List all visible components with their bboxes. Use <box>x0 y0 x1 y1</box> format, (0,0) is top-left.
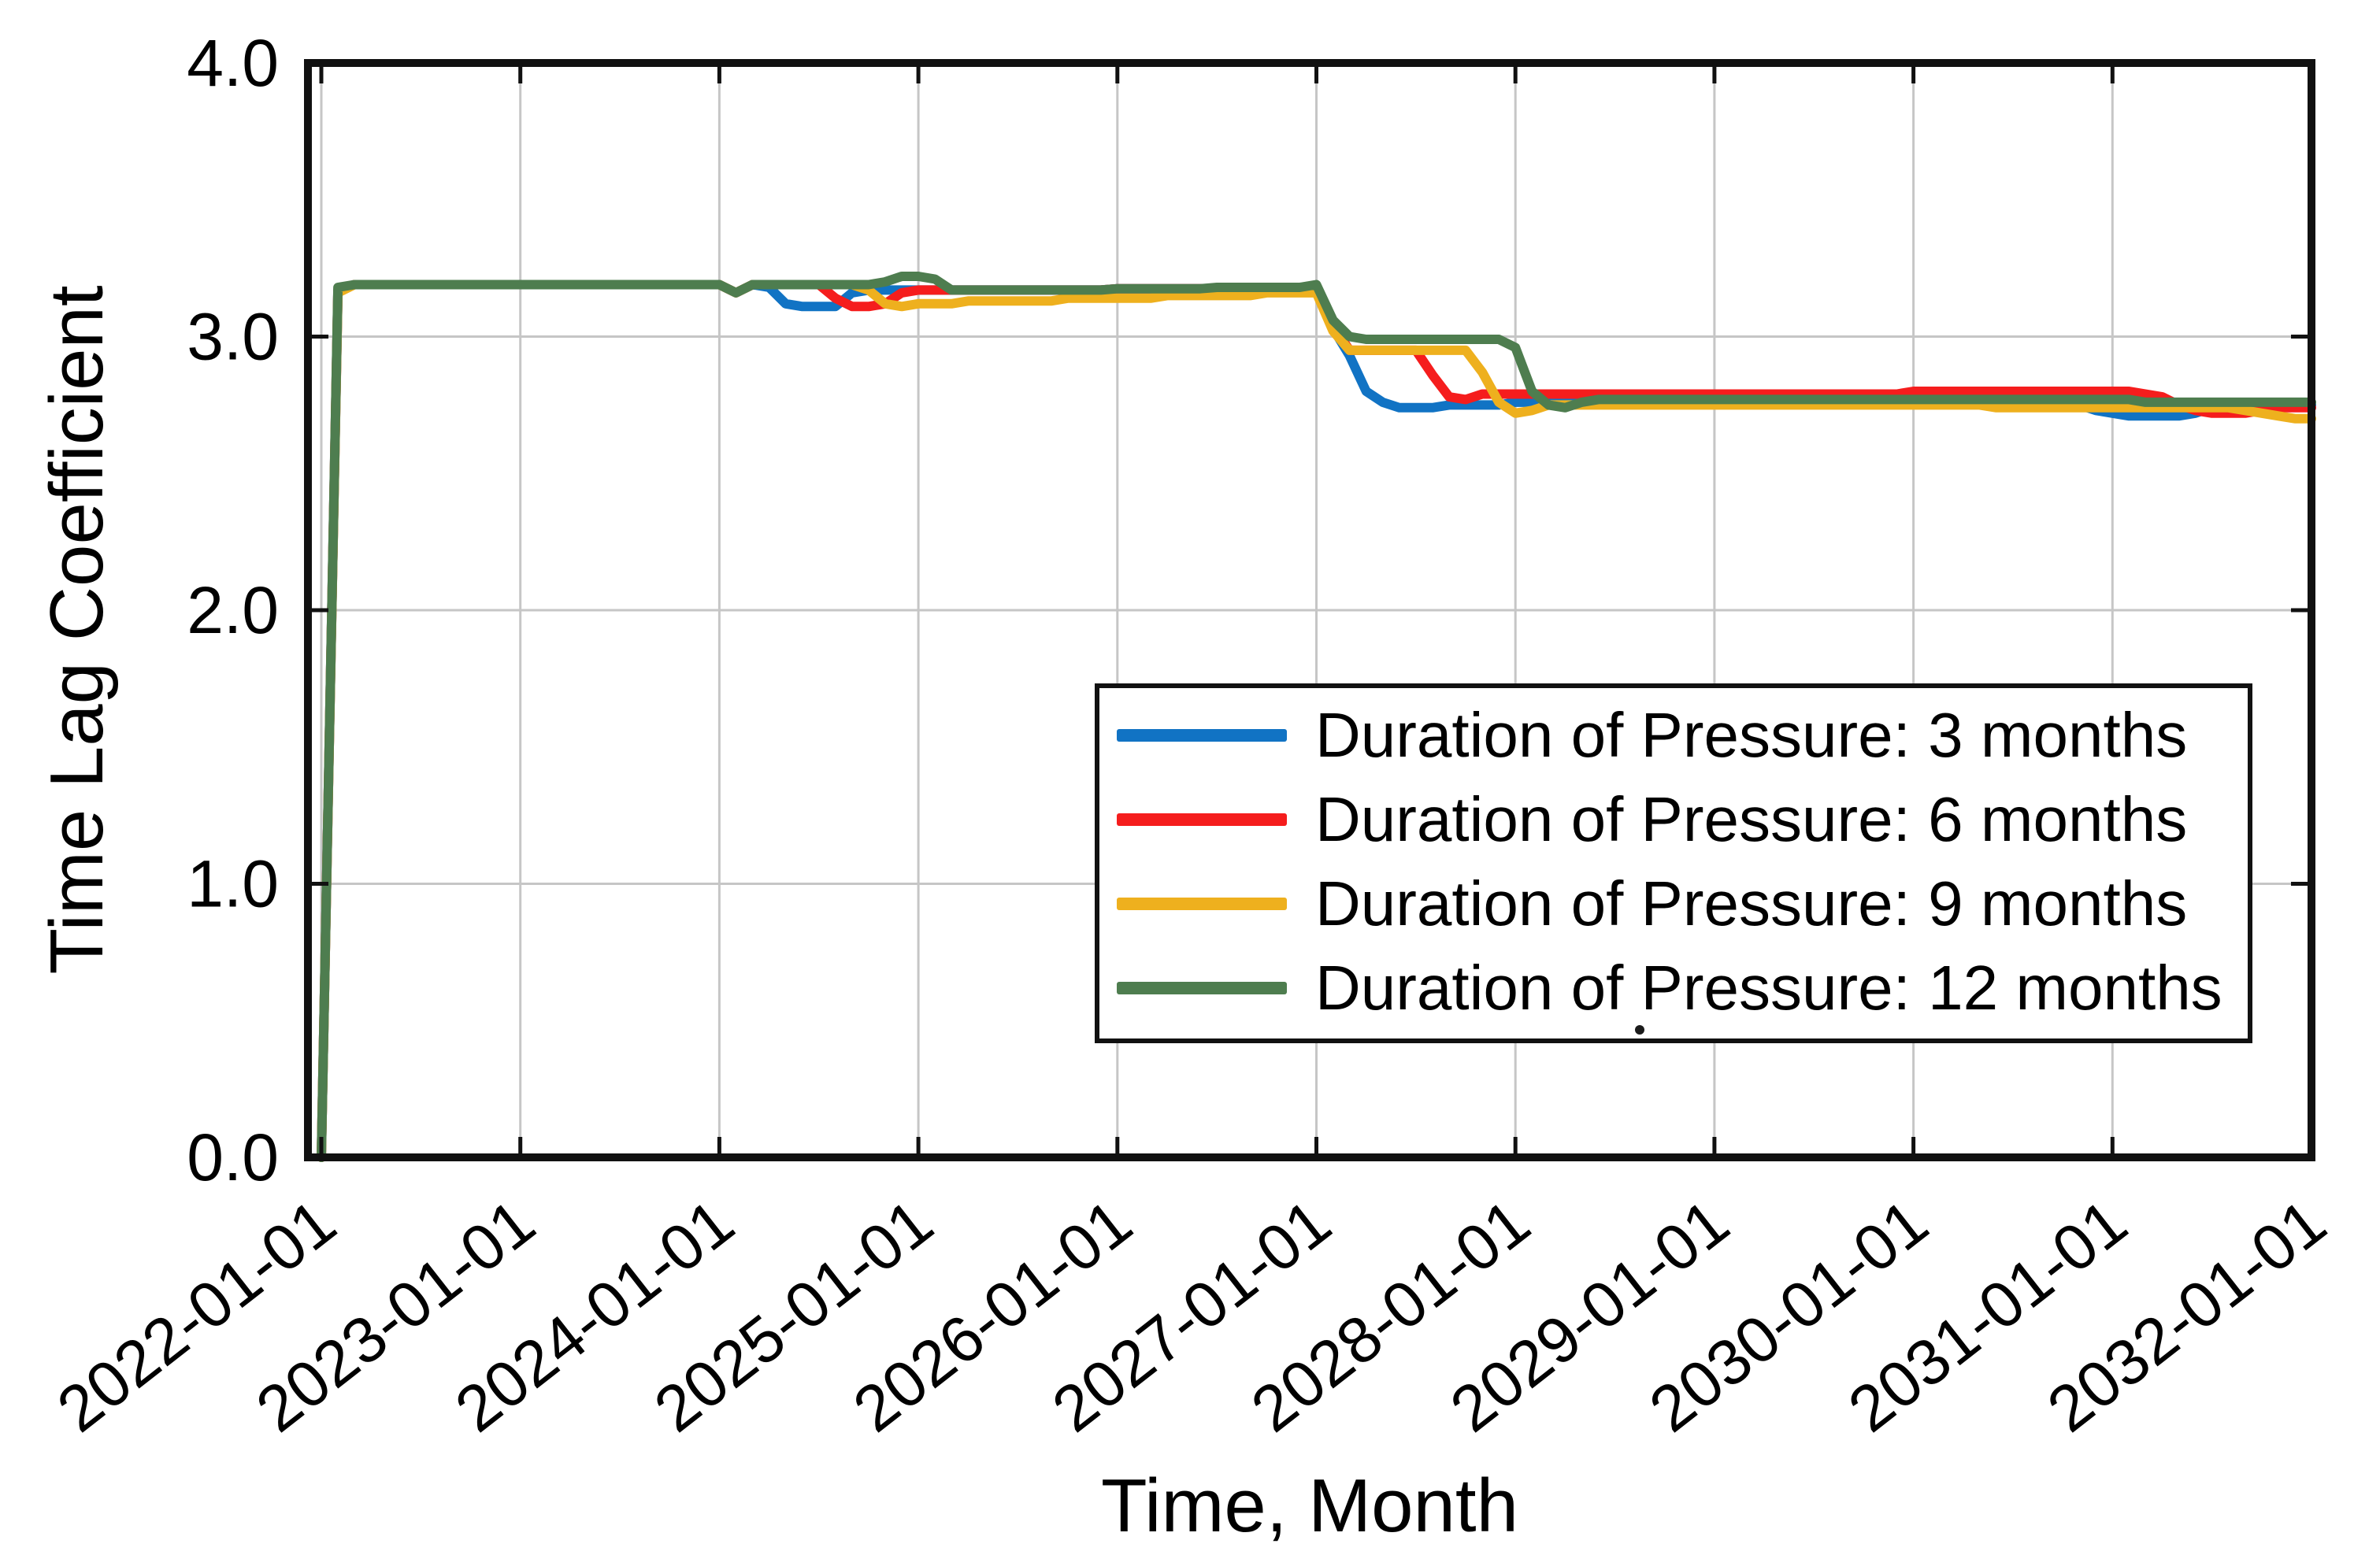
legend-label: Duration of Pressure: 12 months <box>1315 953 2222 1023</box>
series-lines <box>317 272 2316 1162</box>
legend: Duration of Pressure: 3 months Duration o… <box>1095 683 2252 1043</box>
legend-swatch <box>1117 982 1287 994</box>
legend-label: Duration of Pressure: 6 months <box>1315 784 2188 854</box>
y-axis-title: Time Lag Coefficient <box>35 285 119 974</box>
y-tick-label: 3.0 <box>187 300 279 374</box>
y-axis-tick-labels: 0.0 1.0 2.0 3.0 4.0 <box>187 26 279 1194</box>
y-tick-label: 2.0 <box>187 573 279 647</box>
y-tick-label: 0.0 <box>187 1120 279 1194</box>
y-tick-label: 1.0 <box>187 847 279 921</box>
legend-item: Duration of Pressure: 9 months <box>1099 864 2248 943</box>
x-axis-title: Time, Month <box>1101 1464 1518 1548</box>
legend-swatch <box>1117 729 1287 742</box>
legend-swatch <box>1117 898 1287 910</box>
y-tick-label: 4.0 <box>187 26 279 100</box>
legend-label: Duration of Pressure: 3 months <box>1315 700 2188 770</box>
legend-item: Duration of Pressure: 12 months <box>1099 949 2248 1027</box>
legend-item: Duration of Pressure: 6 months <box>1099 780 2248 859</box>
x-axis-tick-labels: 2022-01-012023-01-012024-01-012025-01-01… <box>45 1186 2340 1446</box>
series-line-duration-of-pressure-12-months <box>317 272 2316 1162</box>
stray-mark <box>1635 1025 1644 1035</box>
legend-label: Duration of Pressure: 9 months <box>1315 868 2188 938</box>
tick-marks <box>308 61 2314 1160</box>
legend-swatch <box>1117 813 1287 826</box>
legend-item: Duration of Pressure: 3 months <box>1099 696 2248 775</box>
